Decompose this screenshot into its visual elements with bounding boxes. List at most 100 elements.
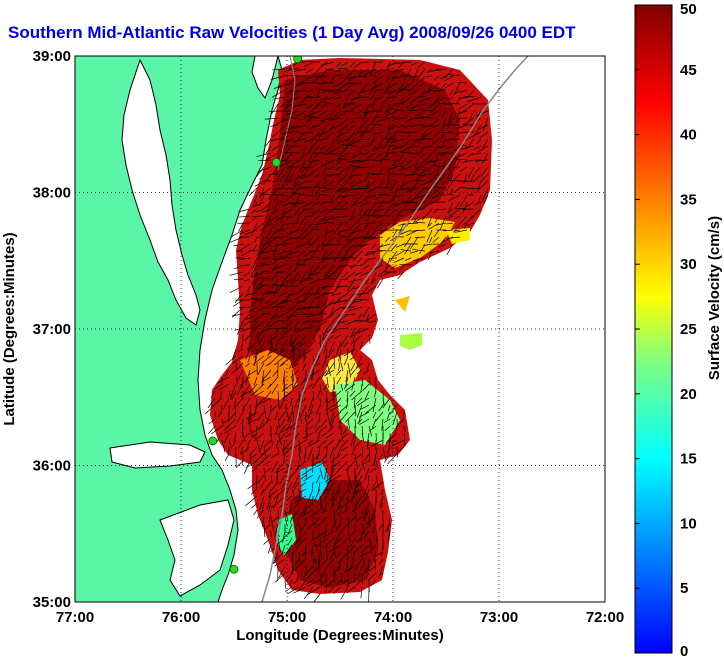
velocity-arrow bbox=[279, 362, 286, 367]
velocity-arrow bbox=[272, 250, 286, 260]
velocity-arrow bbox=[407, 117, 419, 121]
velocity-arrow bbox=[231, 348, 237, 361]
velocity-arrow bbox=[317, 390, 321, 398]
velocity-arrow bbox=[319, 306, 328, 314]
velocity-arrow bbox=[332, 565, 342, 574]
velocity-arrow bbox=[375, 138, 384, 150]
velocity-arrow bbox=[352, 152, 363, 158]
velocity-arrow bbox=[429, 250, 440, 254]
velocity-arrow bbox=[282, 530, 286, 543]
velocity-arrow bbox=[338, 229, 349, 233]
velocity-arrow bbox=[291, 348, 294, 360]
velocity-arrow bbox=[225, 355, 237, 366]
velocity-arrow bbox=[410, 61, 419, 67]
velocity-arrow bbox=[242, 425, 244, 438]
velocity-arrows bbox=[204, 61, 489, 602]
velocity-arrow bbox=[411, 145, 419, 148]
velocity-arrow bbox=[468, 131, 482, 139]
velocity-arrow bbox=[348, 278, 363, 283]
velocity-arrow bbox=[318, 425, 328, 434]
velocity-arrow bbox=[280, 327, 293, 336]
velocity-arrow bbox=[428, 173, 440, 183]
velocity-arrow bbox=[247, 341, 258, 350]
velocity-arrow bbox=[309, 271, 321, 276]
velocity-arrow bbox=[247, 369, 258, 376]
velocity-arrow bbox=[298, 509, 307, 516]
velocity-arrow bbox=[389, 138, 405, 143]
velocity-arrow bbox=[273, 243, 279, 256]
velocity-arrow bbox=[297, 299, 307, 304]
velocity-arrow bbox=[260, 222, 272, 231]
velocity-arrow bbox=[270, 544, 279, 552]
velocity-arrow bbox=[319, 544, 323, 560]
velocity-arrow bbox=[421, 145, 433, 149]
velocity-arrow bbox=[299, 376, 307, 386]
velocity-arrow bbox=[360, 495, 370, 504]
velocity-arrow bbox=[291, 180, 300, 191]
velocity-arrow bbox=[271, 460, 279, 473]
velocity-arrow bbox=[245, 362, 251, 368]
velocity-arrow bbox=[359, 145, 363, 154]
velocity-arrow bbox=[322, 488, 328, 495]
velocity-arrow bbox=[318, 124, 328, 138]
velocity-arrow bbox=[324, 523, 328, 536]
velocity-arrow bbox=[374, 558, 377, 570]
velocity-arrow bbox=[481, 187, 489, 202]
velocity-arrow bbox=[435, 166, 440, 177]
velocity-arrow bbox=[270, 313, 279, 319]
velocity-arrow bbox=[439, 152, 447, 157]
velocity-arrow bbox=[313, 418, 321, 429]
velocity-arrow bbox=[236, 411, 244, 424]
velocity-arrow bbox=[233, 243, 244, 247]
velocity-arrow bbox=[339, 523, 349, 533]
velocity-arrow bbox=[334, 278, 342, 293]
velocity-arrow bbox=[271, 284, 286, 287]
velocity-arrow bbox=[335, 194, 342, 200]
velocity-arrow bbox=[265, 299, 272, 304]
velocity-arrow bbox=[397, 208, 405, 216]
velocity-arrow bbox=[325, 390, 328, 403]
velocity-arrow bbox=[314, 523, 321, 529]
velocity-arrow bbox=[252, 355, 265, 366]
velocity-arrow bbox=[243, 271, 251, 277]
velocity-arrow bbox=[307, 404, 314, 419]
velocity-arrow bbox=[349, 327, 356, 339]
velocity-arrow bbox=[251, 215, 265, 217]
velocity-arrow bbox=[270, 404, 279, 411]
velocity-arrow bbox=[337, 495, 342, 508]
velocity-arrow bbox=[292, 192, 307, 196]
velocity-arrow bbox=[284, 439, 293, 451]
velocity-arrow bbox=[335, 166, 342, 170]
velocity-arrow bbox=[453, 215, 461, 220]
velocity-arrow bbox=[344, 313, 356, 316]
velocity-arrow bbox=[346, 68, 356, 78]
velocity-arrow bbox=[271, 264, 279, 271]
x-tick-label: 75:00 bbox=[268, 609, 306, 626]
velocity-arrow bbox=[400, 159, 405, 166]
velocity-arrow bbox=[236, 362, 244, 370]
colorbar-tick-label: 35 bbox=[680, 191, 697, 208]
velocity-arrow bbox=[460, 194, 468, 207]
velocity-arrow bbox=[304, 285, 314, 299]
velocity-arrow bbox=[329, 411, 335, 425]
velocity-arrow bbox=[340, 117, 349, 125]
velocity-arrow bbox=[303, 61, 314, 68]
velocity-arrow bbox=[347, 530, 351, 543]
velocity-arrow bbox=[403, 124, 412, 129]
velocity-arrow bbox=[301, 145, 307, 155]
velocity-arrow bbox=[300, 481, 307, 487]
colorbar-tick-label: 0 bbox=[680, 643, 688, 659]
velocity-arrow bbox=[375, 186, 384, 189]
velocity-arrow bbox=[259, 173, 265, 180]
velocity-arrow bbox=[265, 138, 272, 147]
velocity-arrow bbox=[326, 411, 331, 426]
velocity-arrow bbox=[273, 285, 279, 296]
velocity-arrow bbox=[462, 117, 475, 126]
velocity-arrow bbox=[273, 96, 286, 100]
velocity-arrow bbox=[407, 109, 419, 112]
velocity-arrow bbox=[345, 579, 356, 587]
velocity-arrow bbox=[331, 138, 335, 146]
velocity-arrow bbox=[371, 418, 377, 429]
velocity-arrow bbox=[342, 425, 349, 435]
velocity-arrow bbox=[384, 131, 391, 140]
